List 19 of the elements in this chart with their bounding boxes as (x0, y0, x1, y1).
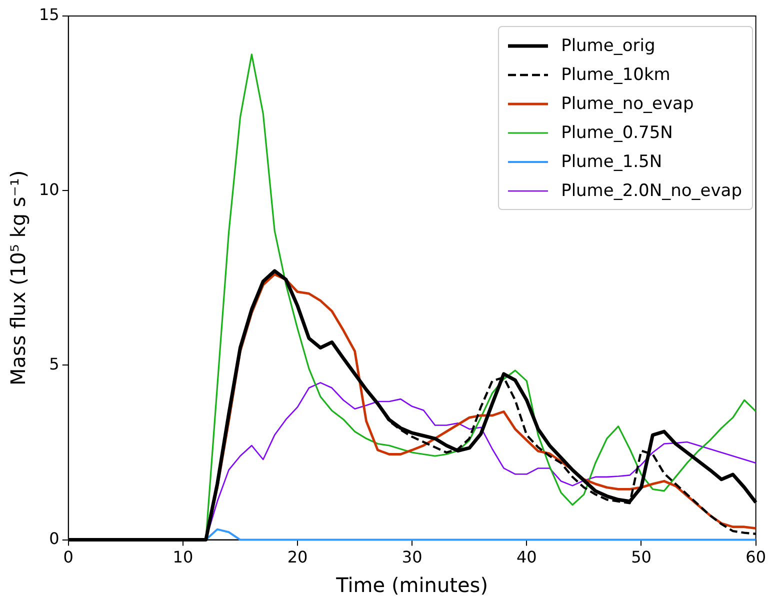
legend-label: Plume_no_evap (561, 94, 694, 114)
x-tick-label: 20 (287, 548, 308, 567)
x-tick-label: 50 (631, 548, 652, 567)
legend-label: Plume_1.5N (561, 152, 662, 172)
y-tick-label: 10 (39, 180, 60, 199)
y-tick-label: 0 (49, 528, 60, 548)
x-tick-label: 60 (746, 548, 766, 567)
x-tick-label: 40 (516, 548, 537, 567)
y-tick-label: 5 (49, 354, 60, 374)
y-axis-title: Mass flux (10⁵ kg s⁻¹) (6, 170, 30, 386)
x-tick-label: 10 (172, 548, 194, 567)
legend-label: Plume_10km (561, 64, 670, 84)
x-tick-label: 30 (402, 548, 422, 567)
legend-label: Plume_orig (561, 36, 656, 56)
legend-label: Plume_2.0N_no_evap (561, 180, 742, 200)
legend-label: Plume_0.75N (561, 122, 673, 142)
x-tick-label: 0 (63, 548, 74, 567)
x-axis-title: Time (minutes) (335, 573, 488, 598)
y-tick-label: 15 (39, 5, 60, 24)
